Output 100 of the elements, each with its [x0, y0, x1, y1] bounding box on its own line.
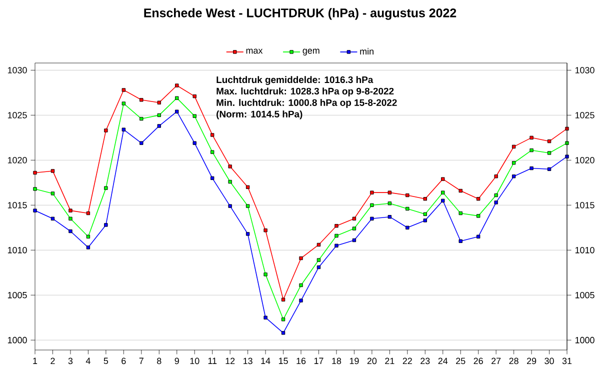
point	[68, 208, 72, 212]
point	[512, 161, 516, 165]
x-tick-label: 25	[456, 358, 466, 364]
point	[228, 204, 232, 208]
x-tick-label: 17	[314, 358, 324, 364]
point	[441, 198, 445, 202]
point	[565, 154, 569, 158]
point	[441, 190, 445, 194]
point	[246, 232, 250, 236]
point	[104, 223, 108, 227]
x-tick-label: 26	[474, 358, 483, 364]
x-tick-label: 13	[244, 358, 252, 364]
point	[175, 96, 179, 100]
point	[122, 102, 126, 106]
point	[458, 239, 462, 243]
point	[476, 234, 480, 238]
x-tick-label: 23	[420, 358, 430, 364]
legend-label: min	[360, 48, 374, 54]
point	[406, 226, 410, 230]
point	[157, 124, 161, 128]
point	[140, 141, 144, 145]
point	[423, 212, 427, 216]
point	[68, 229, 72, 234]
point	[210, 150, 214, 154]
point	[547, 139, 552, 144]
y2-tick-label: 1015	[575, 202, 594, 208]
point	[246, 185, 250, 189]
x-tick-label: 30	[544, 358, 554, 364]
point	[476, 214, 480, 218]
x-tick-label: 2	[50, 358, 55, 364]
point	[281, 298, 286, 302]
y-tick-label: 1005	[8, 292, 27, 298]
x-tick-label: 7	[139, 358, 144, 364]
x-tick-label: 8	[157, 358, 162, 364]
point	[86, 246, 90, 250]
point	[299, 283, 303, 288]
point	[352, 226, 356, 230]
point	[210, 133, 214, 137]
point	[33, 208, 37, 212]
y-tick-label: 1015	[8, 202, 27, 208]
point	[476, 197, 480, 201]
point	[86, 211, 90, 216]
point	[281, 318, 286, 322]
point	[352, 216, 356, 220]
point	[388, 202, 392, 206]
point	[565, 141, 569, 145]
point	[33, 187, 37, 191]
x-tick-label: 10	[190, 358, 200, 364]
point	[33, 170, 37, 175]
point	[122, 88, 126, 92]
x-tick-label: 20	[367, 358, 377, 364]
point	[140, 98, 144, 102]
legend-label: max	[246, 48, 263, 54]
point	[494, 174, 498, 178]
y2-tick-label: 1030	[575, 67, 594, 74]
point	[388, 215, 392, 219]
x-tick-label: 16	[296, 358, 306, 364]
x-tick-label: 3	[68, 358, 73, 364]
y2-tick-label: 1010	[575, 246, 594, 254]
point	[388, 190, 392, 194]
point	[441, 177, 445, 181]
point	[246, 204, 250, 208]
x-tick-label: 12	[226, 358, 235, 364]
x-tick-label: 5	[104, 358, 108, 364]
point	[157, 100, 161, 104]
y-tick-label: 1025	[8, 112, 27, 118]
y2-tick-label: 1025	[575, 112, 594, 118]
point	[210, 176, 214, 180]
x-tick-label: 27	[492, 358, 501, 364]
point	[494, 200, 498, 204]
point	[228, 164, 232, 168]
point	[334, 224, 338, 228]
point	[140, 116, 144, 121]
point	[423, 197, 427, 201]
point	[264, 316, 268, 320]
y2-tick-label: 1005	[575, 292, 594, 298]
x-tick-label: 15	[278, 358, 288, 364]
annotation: Luchtdruk gemiddelde: 1016.3 hPa	[216, 76, 374, 85]
point	[458, 188, 462, 193]
legend-label: gem	[302, 48, 320, 56]
y2-tick-label: 1000	[575, 336, 594, 344]
point	[352, 238, 356, 242]
point	[530, 136, 534, 140]
y-tick-label: 1010	[8, 246, 27, 254]
point	[157, 113, 161, 118]
point	[370, 216, 374, 220]
point	[316, 258, 321, 262]
point	[104, 186, 108, 190]
point	[192, 94, 196, 98]
point	[512, 174, 516, 178]
x-tick-label: 22	[402, 358, 412, 364]
x-tick-label: 31	[562, 358, 572, 364]
point	[192, 141, 196, 145]
point	[122, 128, 126, 132]
point	[530, 148, 534, 152]
point	[50, 216, 55, 220]
point	[316, 265, 321, 270]
chart-title: Enschede West - LUCHTDRUK (hPa) - augustus 2022	[144, 8, 456, 20]
x-tick-label: 21	[385, 358, 394, 364]
point	[68, 216, 72, 220]
